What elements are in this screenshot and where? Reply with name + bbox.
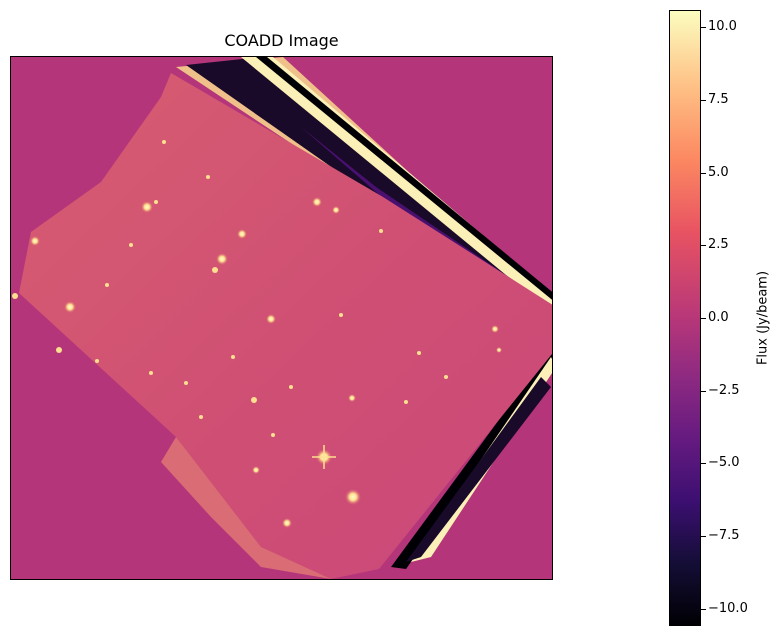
colorbar-tick-mark (701, 245, 706, 247)
coadd-image (10, 56, 553, 580)
colorbar-tick-label: 0.0 (708, 310, 729, 325)
colorbar (669, 10, 701, 626)
colorbar-tick-label: 7.5 (708, 92, 729, 108)
colorbar-tick-mark (701, 172, 706, 174)
colorbar-tick-label: 2.5 (708, 237, 729, 253)
colorbar-tick-mark (701, 535, 706, 537)
colorbar-tick-label: −5.0 (708, 455, 740, 471)
colorbar-tick-mark (701, 608, 706, 610)
field-region (19, 73, 552, 579)
colorbar-tick-mark (701, 100, 706, 102)
colorbar-tick-label: 10.0 (708, 19, 737, 35)
colorbar-tick-label: −10.0 (708, 600, 748, 616)
colorbar-label: Flux (Jy/beam) (755, 270, 771, 366)
image-title: COADD Image (224, 31, 339, 50)
noisy-edge (161, 437, 331, 579)
colorbar-tick-mark (701, 463, 706, 465)
coadd-image-svg (11, 57, 552, 579)
colorbar-tick-label: 5.0 (708, 164, 729, 180)
colorbar-tick-mark (701, 318, 706, 319)
stars (12, 140, 502, 528)
colorbar-tick-mark (701, 27, 706, 29)
colorbar-tick-mark (701, 390, 706, 392)
colorbar-tick-label: −2.5 (708, 382, 740, 398)
colorbar-tick-label: −7.5 (708, 527, 740, 543)
